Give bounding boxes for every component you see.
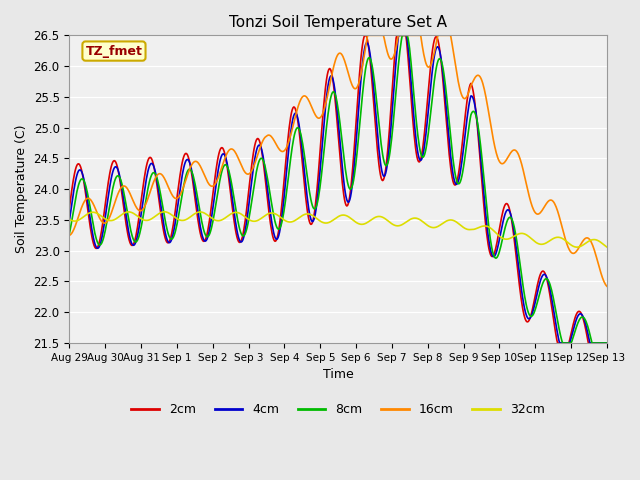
Text: TZ_fmet: TZ_fmet — [86, 45, 143, 58]
Legend: 2cm, 4cm, 8cm, 16cm, 32cm: 2cm, 4cm, 8cm, 16cm, 32cm — [127, 398, 550, 421]
X-axis label: Time: Time — [323, 368, 353, 381]
Y-axis label: Soil Temperature (C): Soil Temperature (C) — [15, 125, 28, 253]
Title: Tonzi Soil Temperature Set A: Tonzi Soil Temperature Set A — [229, 15, 447, 30]
